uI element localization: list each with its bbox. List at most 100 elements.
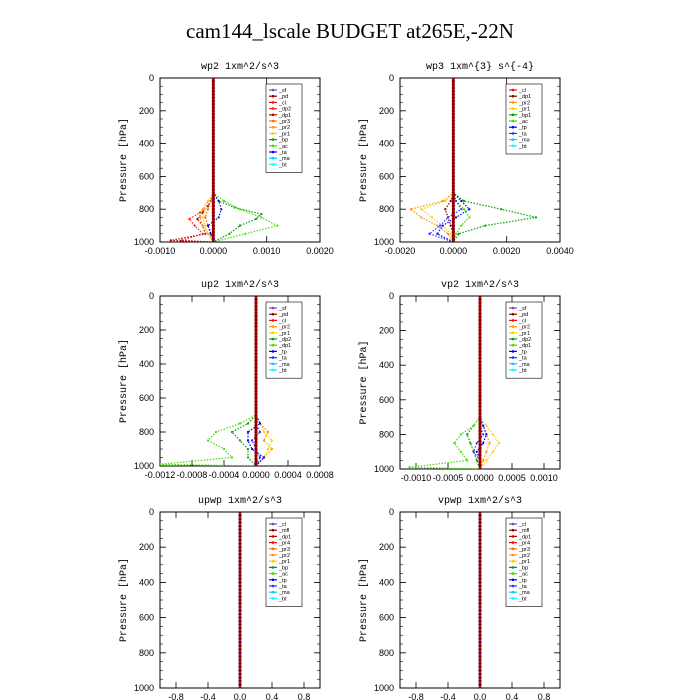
data-point: [446, 216, 450, 219]
x-tick-label: 0.0040: [546, 246, 574, 256]
zero-profile-point: [478, 325, 482, 329]
legend-entry: _pr4: [278, 541, 290, 547]
data-point: [254, 217, 258, 221]
zero-profile-point: [238, 552, 242, 556]
zero-profile-point: [238, 630, 242, 634]
zero-profile-point: [238, 640, 242, 644]
legend-marker: [511, 325, 515, 328]
data-point: [475, 441, 478, 445]
zero-profile-point: [478, 633, 482, 637]
zero-profile-point: [238, 598, 242, 602]
zero-profile-point: [254, 355, 258, 359]
zero-profile-point: [211, 102, 215, 106]
zero-profile-point: [211, 164, 215, 169]
data-point: [230, 430, 234, 434]
legend-marker: [511, 113, 515, 117]
zero-profile-point: [238, 517, 242, 521]
data-point: [459, 450, 462, 453]
zero-profile-point: [211, 168, 215, 172]
data-point: [258, 430, 262, 434]
legend-entry: _cl: [278, 318, 286, 324]
zero-profile-point: [211, 174, 215, 178]
zero-profile-point: [238, 675, 242, 680]
zero-profile-point: [211, 171, 215, 175]
zero-profile-point: [254, 311, 258, 315]
zero-profile-point: [211, 207, 215, 211]
data-point: [460, 199, 463, 203]
zero-profile-point: [238, 594, 242, 599]
data-point: [454, 199, 458, 203]
series-line: [479, 296, 500, 469]
chart-panel-6: vpwp 1xm^2/s^3 0 200 400 600 800 1000 -0.8 -0.4 0…: [358, 495, 561, 700]
data-point: [438, 224, 442, 227]
zero-profile-point: [451, 161, 455, 165]
zero-profile-point: [478, 573, 482, 577]
data-point: [472, 424, 475, 427]
legend-entry: _tp: [518, 125, 527, 131]
y-tick-label: 1000: [374, 683, 394, 693]
legend-entry: _ma: [518, 362, 531, 368]
data-point: [428, 232, 431, 235]
zero-profile-point: [451, 181, 455, 185]
y-tick-label: 600: [139, 393, 154, 403]
zero-profile-point: [478, 370, 482, 374]
zero-profile-point: [211, 187, 215, 192]
zero-profile-point: [478, 520, 482, 525]
y-tick-label: 1000: [374, 464, 394, 474]
data-point: [204, 232, 207, 235]
legend: _sf_pd_cl_pr2_pr1_dp2_dp1_tp_ta_ma_bt: [265, 301, 303, 379]
zero-profile-point: [211, 96, 215, 100]
zero-profile-point: [451, 220, 455, 224]
zero-profile-point: [451, 132, 455, 136]
legend-marker: [511, 138, 515, 141]
zero-profile-point: [478, 559, 482, 563]
data-point: [441, 224, 444, 227]
x-tick-label: 0.0020: [493, 246, 521, 256]
zero-profile-point: [478, 373, 482, 378]
zero-profile-point: [238, 531, 242, 535]
zero-profile-point: [451, 194, 455, 198]
zero-profile-point: [238, 668, 242, 673]
series-line: [255, 296, 273, 466]
data-point: [436, 232, 439, 235]
legend-marker: [271, 125, 275, 129]
zero-profile-point: [478, 651, 482, 655]
zero-profile-point: [478, 346, 482, 350]
y-axis-label: Pressure [hPa]: [358, 118, 370, 202]
zero-profile-point: [211, 161, 215, 165]
zero-profile-point: [254, 433, 258, 437]
y-tick-label: 400: [379, 577, 394, 587]
zero-profile-point: [451, 214, 455, 218]
zero-profile-point: [478, 332, 482, 336]
zero-profile-point: [451, 158, 455, 162]
zero-profile-point: [478, 679, 482, 683]
legend-entry: _ma: [278, 156, 291, 162]
zero-profile-point: [254, 457, 258, 461]
legend-entry: _ac: [518, 572, 528, 578]
zero-profile-point: [211, 230, 215, 234]
y-tick-label: 600: [379, 395, 394, 405]
zero-profile-point: [451, 191, 455, 195]
zero-profile-point: [451, 204, 455, 208]
y-tick-label: 400: [139, 359, 154, 369]
zero-profile-point: [254, 461, 258, 465]
chart-panel-5: upwp 1xm^2/s^3 0 200 400 600 800 1000 -0.8 -0.4 0…: [118, 495, 321, 700]
zero-profile-point: [478, 605, 482, 609]
data-point: [201, 216, 204, 219]
zero-profile-point: [254, 372, 258, 376]
data-point: [246, 430, 250, 434]
x-tick-label: 0.0010: [530, 473, 558, 483]
zero-profile-point: [211, 92, 215, 96]
zero-profile-point: [238, 633, 242, 637]
legend-marker: [271, 578, 275, 582]
y-tick-label: 1000: [134, 683, 154, 693]
series-dp1: [169, 78, 215, 242]
legend-marker: [511, 132, 515, 135]
zero-profile-point: [451, 112, 455, 116]
zero-profile-point: [238, 672, 242, 676]
zero-profile-point: [478, 580, 482, 585]
legend-marker: [271, 584, 275, 588]
legend: _sf_pd_cl_dp2_dp1_pr3_pr2_pr1_bp_ac_ta_m…: [265, 83, 303, 173]
data-point: [449, 224, 452, 227]
data-point: [454, 216, 458, 219]
